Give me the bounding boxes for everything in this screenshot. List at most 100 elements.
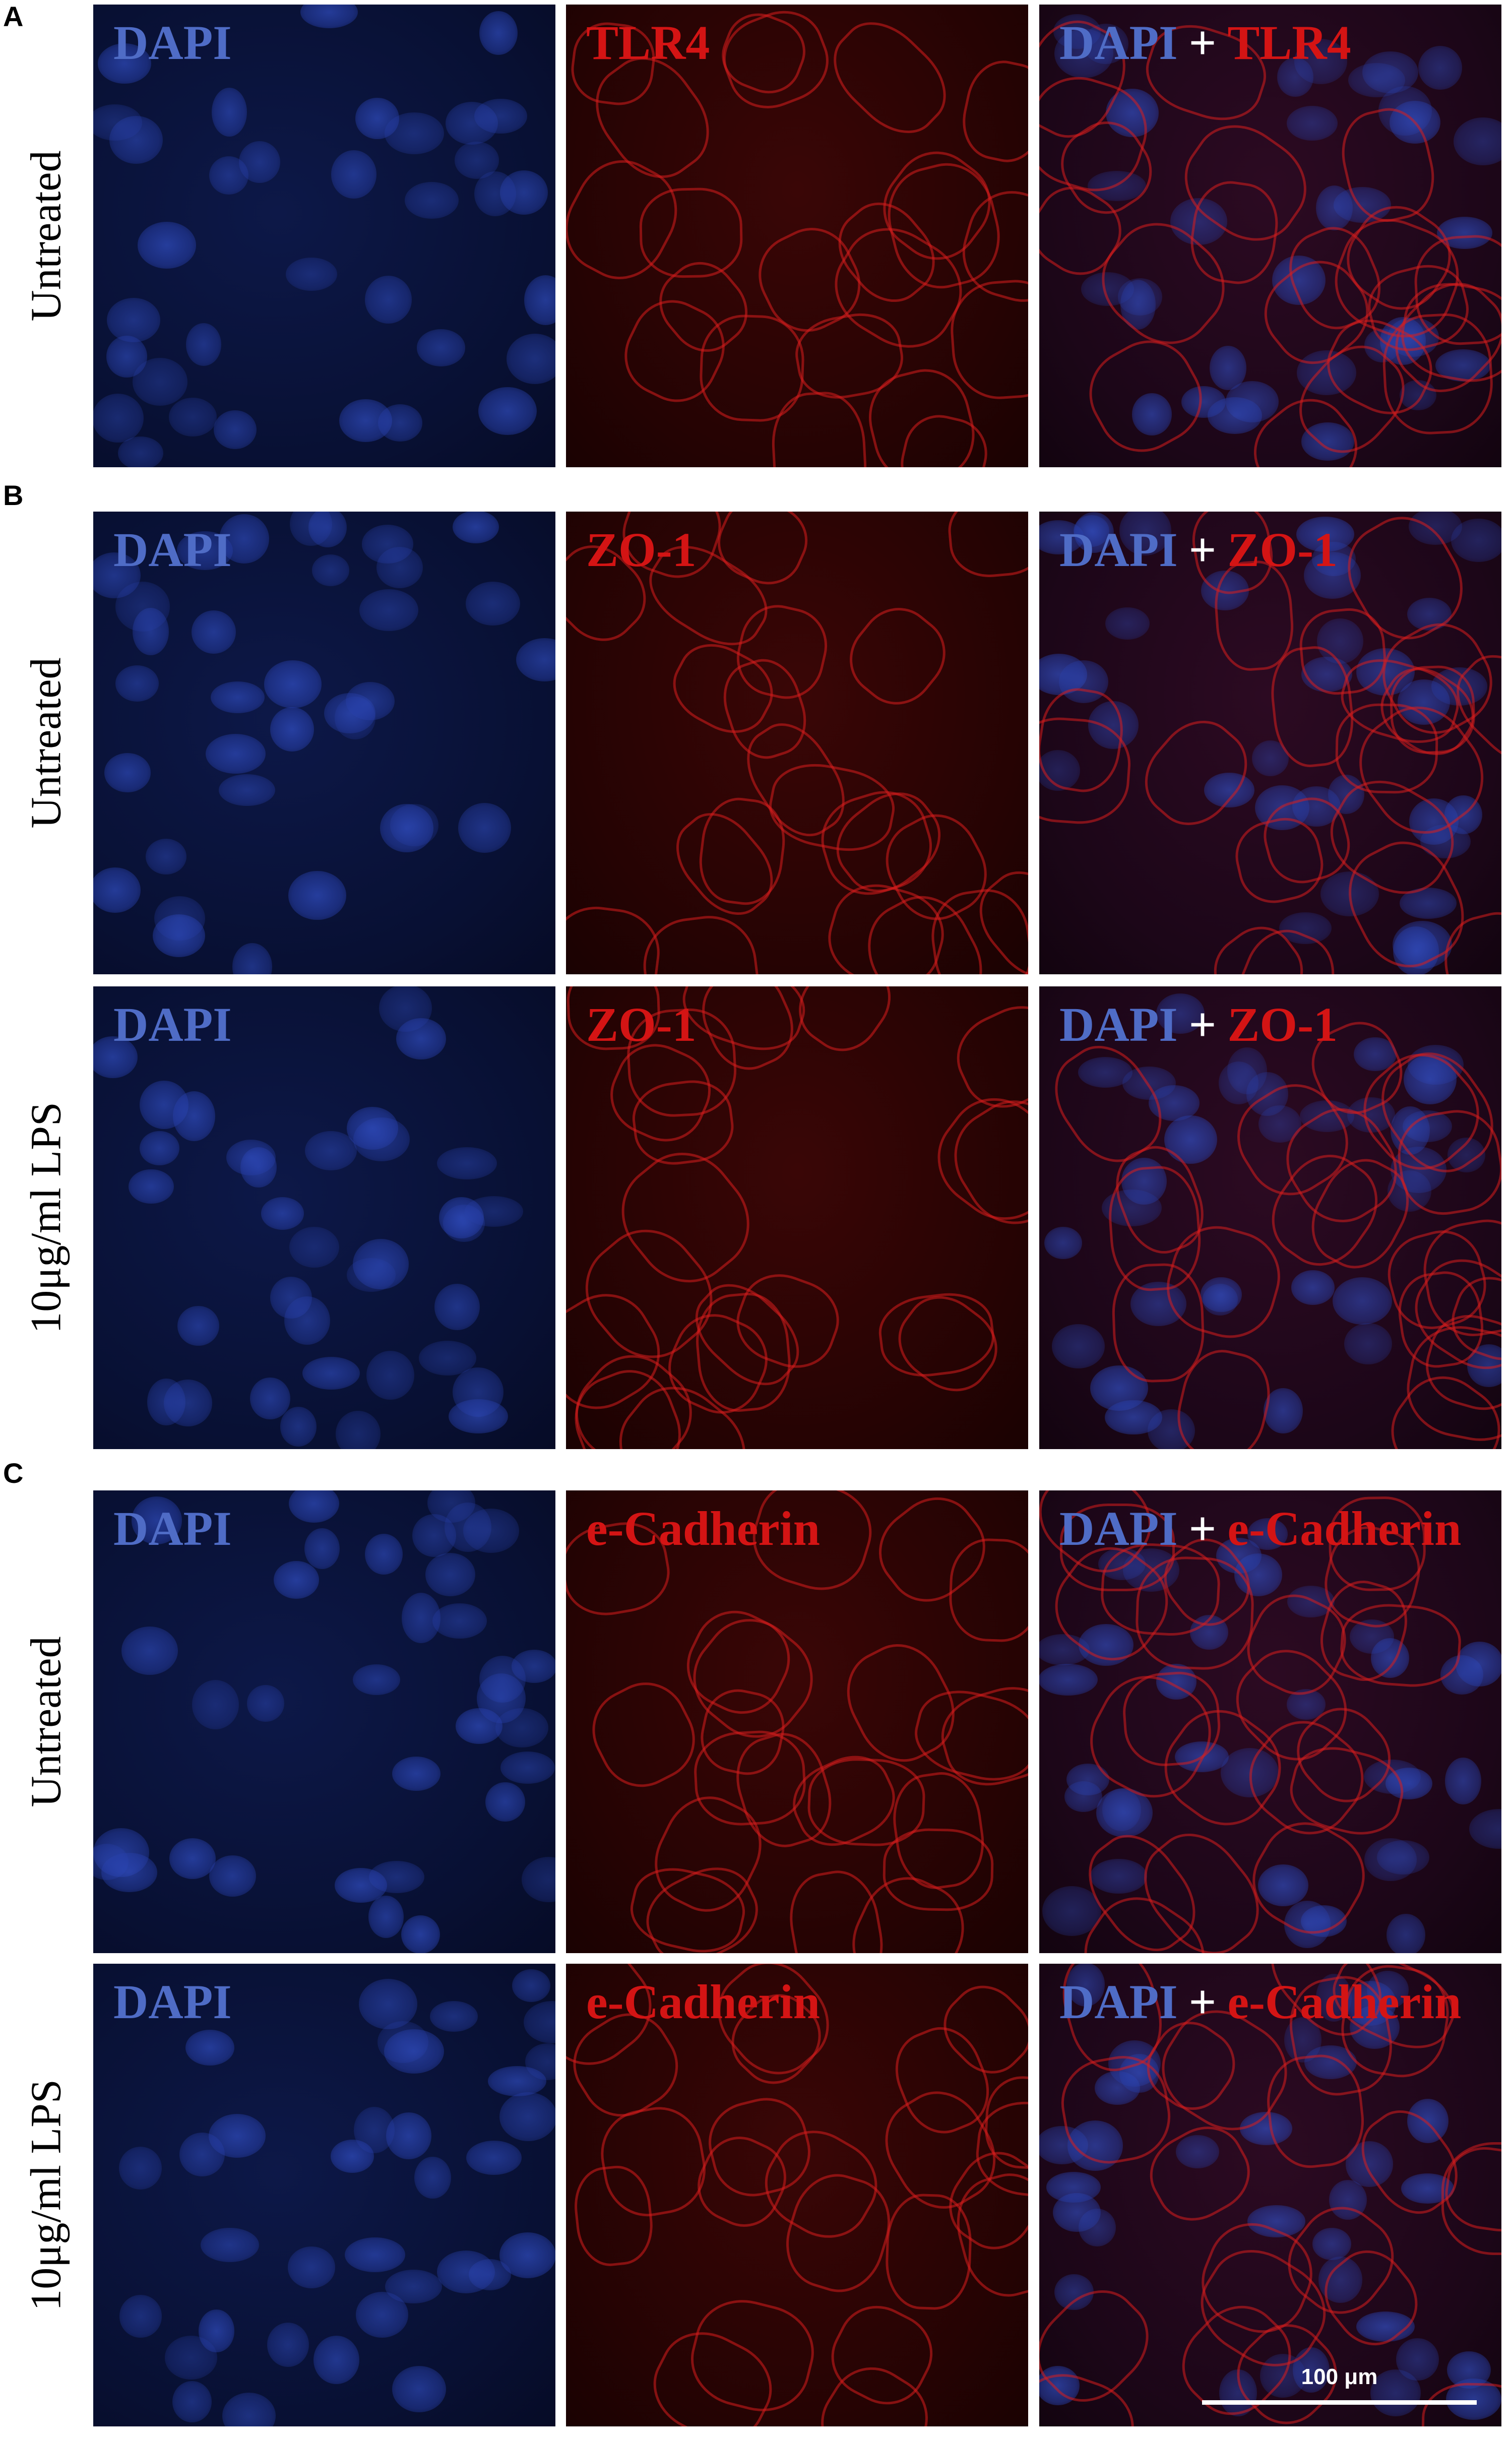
nucleus — [1119, 512, 1171, 556]
nucleus — [164, 2336, 218, 2380]
image-panel: TLR4 — [566, 5, 1028, 467]
label-part: e-Cadherin — [586, 1502, 820, 1555]
nucleus — [288, 1490, 339, 1523]
nucleus — [1376, 1840, 1430, 1875]
nucleus — [487, 2066, 546, 2096]
nucleus — [1312, 2228, 1351, 2260]
nucleus — [209, 1855, 257, 1897]
nucleus — [1059, 660, 1108, 704]
nucleus — [172, 1091, 216, 1142]
label-part: ZO-1 — [1227, 997, 1338, 1051]
label-part: DAPI — [113, 997, 232, 1051]
label-part: DAPI — [1059, 16, 1178, 70]
nucleus — [198, 2309, 235, 2352]
nucleus — [1227, 1047, 1267, 1094]
nucleus — [1219, 2369, 1257, 2417]
cell-outline — [692, 1728, 808, 1828]
nucleus — [1120, 279, 1156, 330]
nucleus — [93, 552, 141, 599]
image-panel: ZO-1 — [566, 986, 1028, 1449]
nucleus — [270, 707, 314, 752]
cell-outline — [566, 901, 665, 974]
nucleus — [414, 2156, 451, 2199]
nucleus — [427, 1490, 475, 1523]
nucleus — [499, 170, 548, 215]
nucleus — [138, 222, 197, 269]
nucleus — [1087, 170, 1147, 201]
nucleus — [416, 329, 466, 366]
nucleus — [418, 1340, 477, 1376]
channel-label: TLR4 — [586, 15, 1018, 71]
nucleus — [392, 1756, 440, 1791]
nucleus — [106, 336, 147, 378]
nucleus — [185, 323, 221, 366]
nucleus — [1390, 1146, 1447, 1193]
nucleus — [1469, 1809, 1501, 1849]
nucleus — [1201, 1277, 1242, 1313]
nucleus — [1039, 749, 1080, 791]
nucleus — [1209, 345, 1246, 390]
cell-outline — [1073, 324, 1218, 467]
nucleus — [485, 1782, 526, 1822]
nucleus — [304, 1131, 357, 1170]
label-part: e-Cadherin — [1227, 1502, 1462, 1555]
nucleus — [345, 681, 395, 721]
nucleus — [1246, 1072, 1288, 1116]
nucleus — [1090, 1858, 1148, 1894]
nucleus — [1451, 518, 1501, 563]
nucleus — [412, 1514, 456, 1557]
label-part: TLR4 — [586, 16, 710, 70]
nucleus — [466, 2140, 522, 2175]
nucleus — [1156, 993, 1205, 1034]
nucleus — [1354, 1037, 1397, 1071]
scale-bar-label: 100 μm — [1301, 2364, 1378, 2389]
nucleus — [1328, 774, 1364, 814]
label-part: e-Cadherin — [1227, 1975, 1462, 2029]
channel-label: DAPI + TLR4 — [1059, 15, 1491, 71]
row-label: Untreated — [21, 1636, 70, 1807]
image-panel: DAPI — [93, 512, 555, 974]
nucleus — [364, 1533, 403, 1575]
nucleus — [1393, 926, 1439, 974]
nucleus — [153, 914, 205, 957]
channel-label: DAPI — [113, 1501, 545, 1557]
nucleus — [1388, 1170, 1432, 1212]
nucleus — [1272, 255, 1326, 305]
cell-outline — [883, 1280, 1013, 1407]
nucleus — [439, 1197, 484, 1238]
nucleus — [169, 1838, 216, 1879]
channel-label: DAPI + ZO-1 — [1059, 996, 1491, 1053]
nucleus — [1318, 2257, 1363, 2303]
panel-letter: B — [3, 479, 24, 511]
nucleus — [1064, 1781, 1102, 1813]
nucleus — [1444, 795, 1483, 834]
nucleus — [384, 2029, 444, 2074]
nucleus — [1119, 2054, 1159, 2093]
nucleus — [104, 753, 151, 792]
nucleus — [1066, 1763, 1110, 1796]
nucleus — [1175, 1741, 1229, 1773]
nucleus — [1404, 1054, 1457, 1105]
nucleus — [1356, 648, 1415, 696]
nucleus — [452, 512, 499, 544]
label-part: + — [1188, 997, 1217, 1051]
nucleus — [1390, 100, 1441, 144]
nucleus — [249, 1377, 290, 1420]
nucleus — [1370, 2369, 1421, 2416]
nucleus — [1277, 57, 1313, 97]
nucleus — [93, 867, 141, 913]
nucleus — [437, 1147, 497, 1179]
nucleus — [1364, 1838, 1417, 1881]
nucleus — [1083, 24, 1128, 65]
nucleus — [264, 660, 322, 708]
image-panel: e-Cadherin — [566, 1490, 1028, 1953]
nucleus — [1294, 39, 1347, 84]
nucleus — [1447, 1138, 1485, 1173]
nucleus — [376, 546, 423, 588]
label-part: ZO-1 — [586, 523, 697, 577]
nucleus — [478, 387, 537, 435]
nucleus — [356, 2292, 409, 2338]
nucleus — [1131, 393, 1172, 435]
nucleus — [432, 1603, 487, 1639]
nucleus — [1148, 1085, 1200, 1121]
